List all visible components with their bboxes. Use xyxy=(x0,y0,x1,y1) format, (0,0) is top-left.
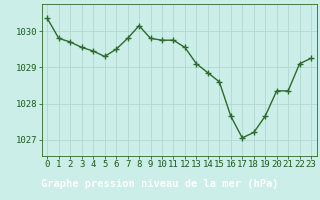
Text: Graphe pression niveau de la mer (hPa): Graphe pression niveau de la mer (hPa) xyxy=(41,179,279,189)
